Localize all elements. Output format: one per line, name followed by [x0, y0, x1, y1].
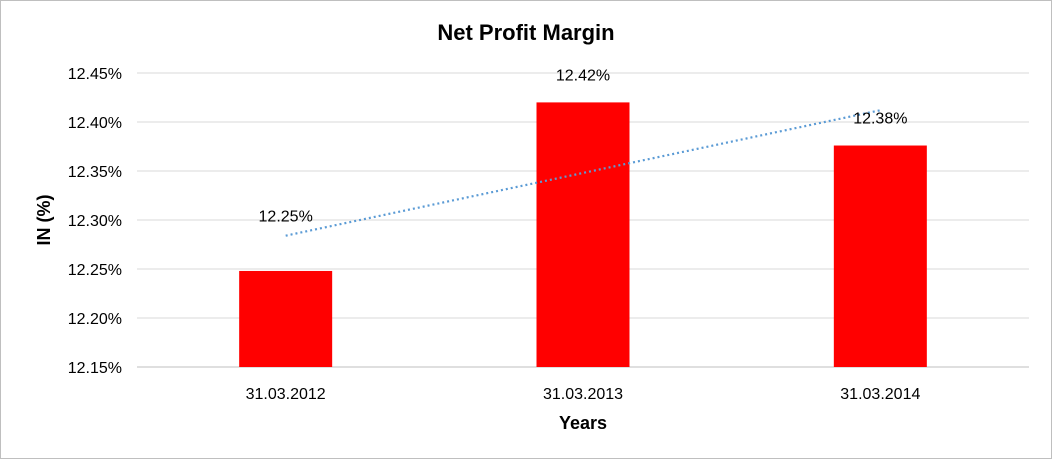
y-axis-ticks: 12.15% 12.20% 12.25% 12.30% 12.35% 12.40% 12.4…: [68, 66, 122, 377]
bar: [239, 270, 333, 367]
y-axis-title: IN (%): [34, 195, 54, 246]
y-tick-label: 12.15%: [68, 360, 122, 377]
y-tick-label: 12.30%: [68, 213, 122, 230]
y-tick-label: 12.45%: [68, 66, 122, 83]
y-tick-label: 12.40%: [68, 115, 122, 132]
y-tick-label: 12.25%: [68, 262, 122, 279]
chart-title: Net Profit Margin: [437, 20, 614, 45]
trendline: [285, 109, 881, 237]
data-labels: 12.25% 12.42% 12.38%: [259, 67, 908, 225]
x-axis-title: Years: [559, 413, 607, 433]
bar: [833, 145, 927, 367]
x-tick-label: 31.03.2013: [543, 386, 623, 403]
data-label: 12.42%: [556, 67, 610, 84]
bars: [239, 102, 927, 368]
y-tick-label: 12.35%: [68, 164, 122, 181]
x-tick-label: 31.03.2012: [246, 386, 326, 403]
x-axis-ticks: 31.03.2012 31.03.2013 31.03.2014: [246, 386, 921, 403]
trendline-line: [285, 109, 881, 237]
bar: [536, 102, 630, 368]
data-label: 12.38%: [853, 111, 907, 128]
data-label: 12.25%: [259, 209, 313, 226]
x-tick-label: 31.03.2014: [840, 386, 920, 403]
y-tick-label: 12.20%: [68, 311, 122, 328]
